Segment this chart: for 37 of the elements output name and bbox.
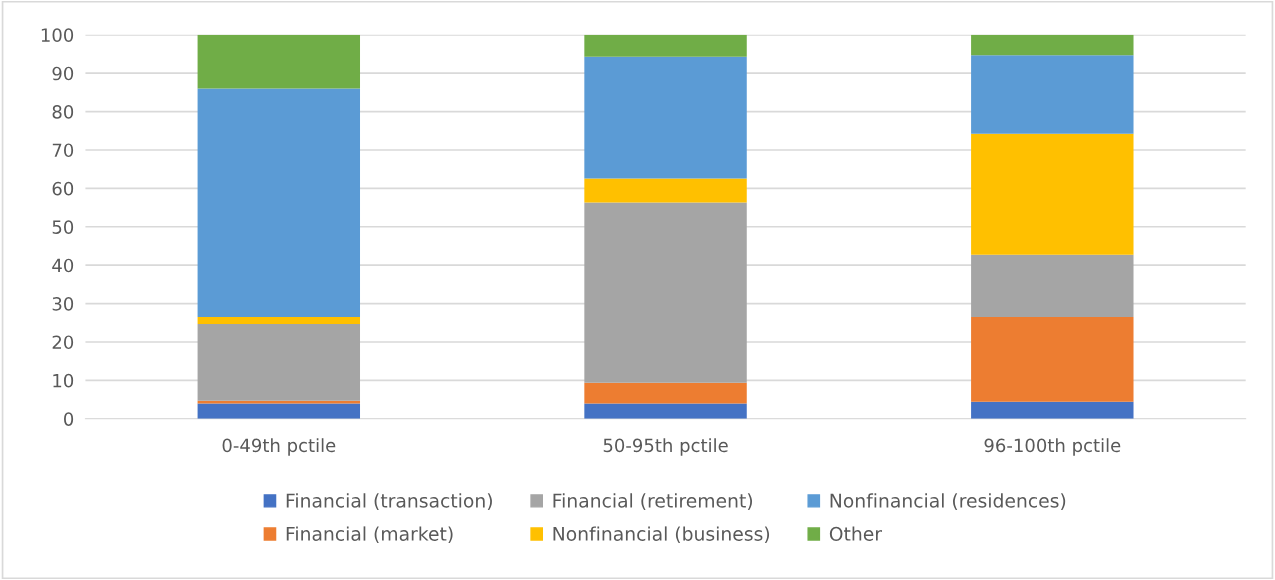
bar xyxy=(197,323,361,401)
bar xyxy=(971,55,1134,134)
bar xyxy=(584,56,747,179)
bar xyxy=(584,202,747,383)
bar xyxy=(584,403,747,419)
legend-label: Other xyxy=(829,526,883,541)
bar xyxy=(584,178,747,203)
bar xyxy=(584,34,747,57)
y-tick-label: 100 xyxy=(41,28,74,42)
y-tick-label: 50 xyxy=(52,220,74,234)
bar xyxy=(197,34,361,89)
bar xyxy=(584,382,747,404)
legend-label: Financial (market) xyxy=(286,526,453,544)
bar xyxy=(971,317,1134,402)
bar xyxy=(971,34,1134,56)
y-tick-label: 60 xyxy=(52,181,74,196)
bar xyxy=(197,317,361,324)
bar xyxy=(197,88,361,318)
y-tick-label: 20 xyxy=(52,335,74,350)
legend-label: Nonfinancial (residences) xyxy=(830,493,1066,510)
legend-label: Financial (transaction) xyxy=(286,493,492,510)
bar xyxy=(971,401,1134,419)
y-tick-label: 0 xyxy=(64,412,74,426)
legend-label: Nonfinancial (business) xyxy=(553,526,770,544)
x-tick-label: 50-95th pctile xyxy=(603,438,728,456)
bar xyxy=(971,133,1134,255)
y-tick-label: 90 xyxy=(52,66,74,81)
legend-label: Financial (retirement) xyxy=(553,493,753,510)
y-tick-label: 10 xyxy=(53,373,74,388)
bar xyxy=(971,254,1134,318)
y-tick-label: 80 xyxy=(52,105,74,119)
y-tick-label: 40 xyxy=(52,258,74,273)
x-tick-label: 0-49th pctile xyxy=(222,438,336,456)
x-tick-label: 96-100th pctile xyxy=(984,438,1121,456)
y-tick-label: 30 xyxy=(52,297,74,311)
y-tick-label: 70 xyxy=(52,143,74,158)
bar xyxy=(197,403,361,419)
